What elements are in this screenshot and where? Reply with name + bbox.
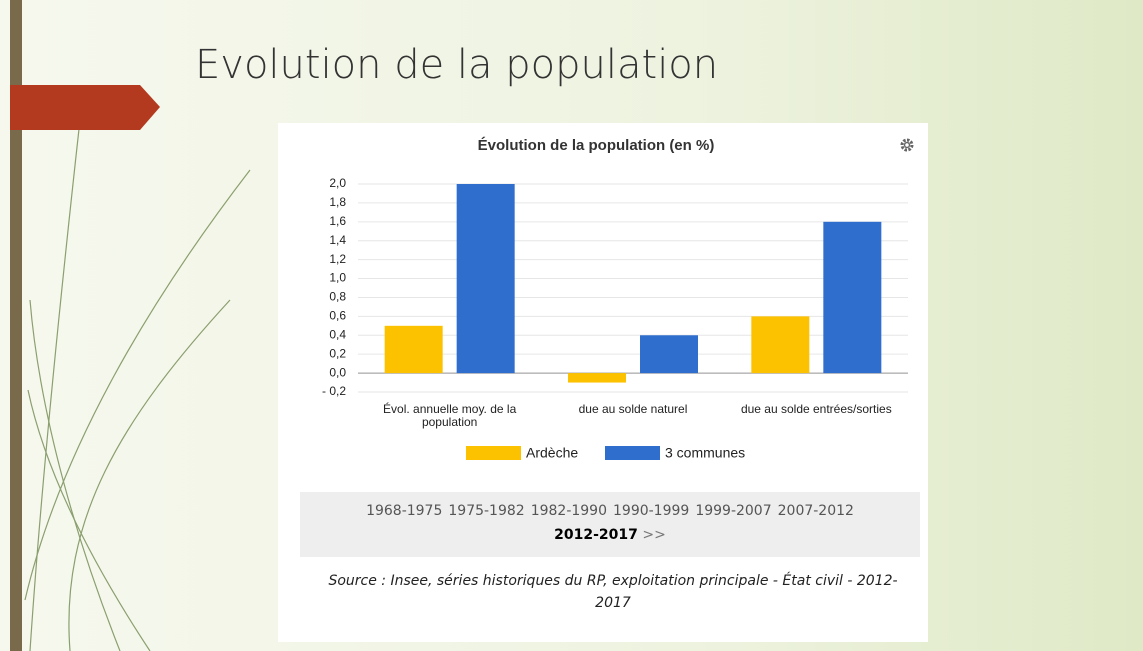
settings-icon[interactable] bbox=[902, 140, 912, 150]
y-tick-label: 1,0 bbox=[329, 271, 346, 285]
bar bbox=[640, 335, 698, 373]
bar bbox=[385, 326, 443, 373]
period-selector: 1968-1975 1975-1982 1982-1990 1990-1999 1999… bbox=[300, 492, 920, 557]
x-tick-label: due au solde naturel bbox=[548, 403, 718, 416]
bar bbox=[823, 222, 881, 373]
bar bbox=[457, 184, 515, 373]
y-tick-label: 0,4 bbox=[329, 327, 346, 341]
y-tick-label: 0,0 bbox=[329, 365, 346, 379]
chart-title: Évolution de la population (en %) bbox=[478, 137, 715, 154]
legend-label: 3 communes bbox=[665, 445, 745, 461]
period-option[interactable]: 1990-1999 bbox=[613, 503, 689, 519]
period-option[interactable]: 2007-2012 bbox=[778, 503, 854, 519]
period-option[interactable]: 1968-1975 bbox=[366, 503, 442, 519]
y-tick-label: - 0,2 bbox=[322, 384, 346, 398]
legend-swatch bbox=[605, 446, 660, 460]
x-tick-label: due au solde entrées/sorties bbox=[731, 403, 901, 416]
next-button[interactable]: >> bbox=[642, 527, 665, 543]
y-tick-label: 1,6 bbox=[329, 214, 346, 228]
y-tick-label: 2,0 bbox=[329, 176, 346, 190]
y-tick-label: 0,8 bbox=[329, 290, 346, 304]
period-option[interactable]: 1975-1982 bbox=[448, 503, 524, 519]
y-tick-label: 1,4 bbox=[329, 233, 346, 247]
period-option[interactable]: 1982-1990 bbox=[531, 503, 607, 519]
legend-swatch bbox=[466, 446, 521, 460]
period-list: 1968-1975 1975-1982 1982-1990 1990-1999 1999… bbox=[300, 503, 920, 519]
x-tick-label: Évol. annuelle moy. de la population bbox=[365, 403, 535, 429]
current-period[interactable]: 2012-2017 bbox=[554, 527, 638, 543]
slide: Evolution de la population Évolution de … bbox=[0, 0, 1143, 651]
y-tick-label: 1,2 bbox=[329, 252, 346, 266]
y-tick-label: 0,2 bbox=[329, 346, 346, 360]
bar bbox=[751, 316, 809, 373]
legend-label: Ardèche bbox=[526, 445, 578, 461]
period-option[interactable]: 1999-2007 bbox=[695, 503, 771, 519]
source: Source : Insee, séries historiques du RP… bbox=[318, 570, 908, 614]
y-tick-label: 0,6 bbox=[329, 309, 346, 323]
y-tick-label: 1,8 bbox=[329, 195, 346, 209]
bar bbox=[568, 373, 626, 382]
current-period-row: 2012-2017 >> bbox=[300, 527, 920, 543]
